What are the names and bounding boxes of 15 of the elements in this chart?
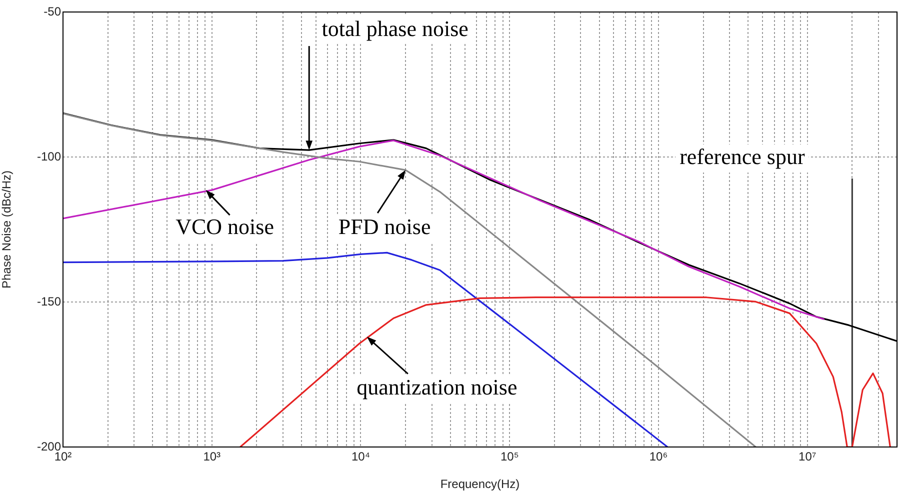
x-tick-label: 10³ (203, 450, 221, 464)
x-tick-label: 10⁴ (351, 450, 370, 464)
annotation: quantization noise (356, 374, 518, 400)
x-tick-label: 10⁵ (500, 450, 519, 464)
y-axis-title: Phase Noise (dBc/Hz) (0, 170, 14, 289)
annotation: VCO noise (176, 214, 274, 239)
x-tick-label: 10⁷ (798, 450, 816, 464)
annotation: reference spur (680, 144, 806, 170)
x-tick-label: 10⁶ (649, 450, 668, 464)
y-tick-label: -100 (36, 149, 62, 164)
x-axis-title: Frequency(Hz) (440, 477, 520, 492)
annotation: PFD noise (338, 214, 431, 239)
y-tick-label: -150 (36, 294, 62, 308)
y-tick-label: -50 (44, 4, 62, 18)
annotation: total phase noise (322, 16, 468, 41)
